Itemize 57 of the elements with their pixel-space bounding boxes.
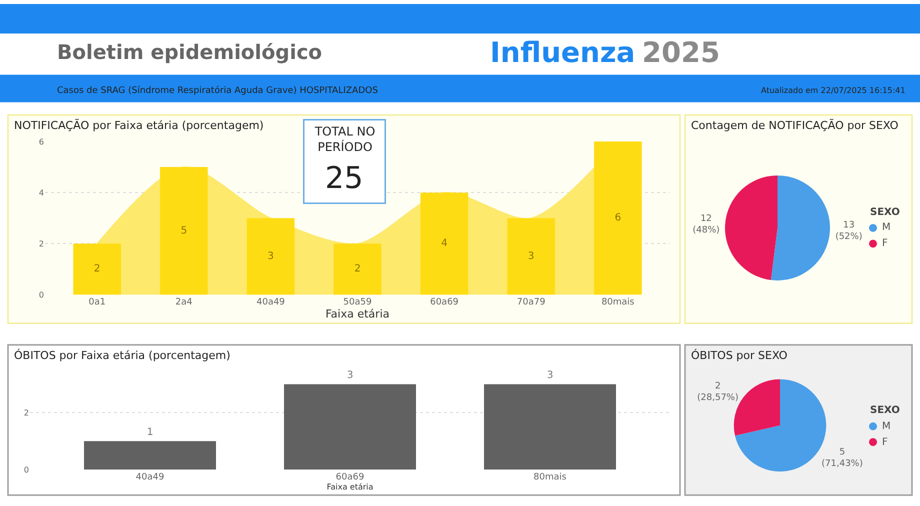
text: Atualizado em 22/07/2025 16:15:41 xyxy=(761,86,906,95)
legend-label: F xyxy=(882,238,888,249)
bar xyxy=(160,167,208,295)
annotation: 25 xyxy=(325,161,364,196)
y-tick-label: 4 xyxy=(38,188,44,198)
x-tick-label: 0a1 xyxy=(88,298,106,308)
legend-title: SEXO xyxy=(870,405,900,416)
legend-label: M xyxy=(882,222,891,233)
text: Boletim epidemiológico xyxy=(57,40,322,64)
legend-label: M xyxy=(882,421,891,432)
data-label: 1 xyxy=(146,427,154,438)
data-label: 12 (48%) xyxy=(692,214,720,236)
chart-title: NOTIFICAÇÃO por Faixa etária (porcentagem) xyxy=(14,118,264,132)
text: 2025 xyxy=(642,36,720,69)
x-tick-label: 80mais xyxy=(601,298,635,308)
data-label: 3 xyxy=(268,250,274,262)
data-label: 3 xyxy=(546,370,554,382)
text: Influenza xyxy=(490,36,636,69)
x-tick-label: 70a79 xyxy=(516,298,546,308)
x-tick-label: 40a49 xyxy=(256,298,286,308)
data-label: 5 (71,43%) xyxy=(822,448,863,470)
data-label: 2 (28,57%) xyxy=(697,382,738,404)
data-label: 3 xyxy=(528,250,534,262)
y-tick-label: 6 xyxy=(38,137,44,146)
bar xyxy=(73,244,121,295)
x-tick-label: 2a4 xyxy=(175,298,193,308)
data-label: 2 xyxy=(354,264,361,275)
x-tick-label: 40a49 xyxy=(136,472,164,483)
bar xyxy=(594,142,642,295)
bar xyxy=(420,192,468,295)
data-label: 13 (52%) xyxy=(835,220,862,242)
legend-title: SEXO xyxy=(870,207,900,218)
x-axis-title: Faixa etária xyxy=(326,482,374,492)
x-tick-label: 50a59 xyxy=(343,298,372,308)
data-label: 4 xyxy=(441,238,448,250)
x-axis-title: Faixa etária xyxy=(325,308,390,321)
y-tick-label: 0 xyxy=(38,290,44,300)
x-tick-label: 60a69 xyxy=(336,472,364,483)
pie-slice xyxy=(770,175,830,280)
bar xyxy=(507,218,555,295)
data-label: 6 xyxy=(614,212,622,224)
chart-title: ÓBITOS por Faixa etária (porcentagem) xyxy=(14,348,230,362)
y-tick-label: 2 xyxy=(38,239,44,248)
x-tick-label: 80mais xyxy=(534,472,567,483)
data-label: 2 xyxy=(94,264,100,275)
bar xyxy=(246,218,295,295)
chart-title: Contagem de NOTIFICAÇÃO por SEXO xyxy=(691,118,899,132)
pie-slice xyxy=(725,175,778,280)
x-tick-label: 60a69 xyxy=(430,298,459,308)
text: Casos de SRAG (Síndrome Respiratória Aguda Grave) HOSPITALIZADOS xyxy=(57,85,378,96)
data-label: 5 xyxy=(180,225,188,236)
text: TOTAL NO PERÍODO xyxy=(314,124,376,154)
bar xyxy=(334,244,382,295)
y-tick-label: 0 xyxy=(24,465,29,474)
chart-title: ÓBITOS por SEXO xyxy=(691,348,788,362)
legend-label: F xyxy=(882,437,888,448)
data-label: 3 xyxy=(346,370,354,382)
